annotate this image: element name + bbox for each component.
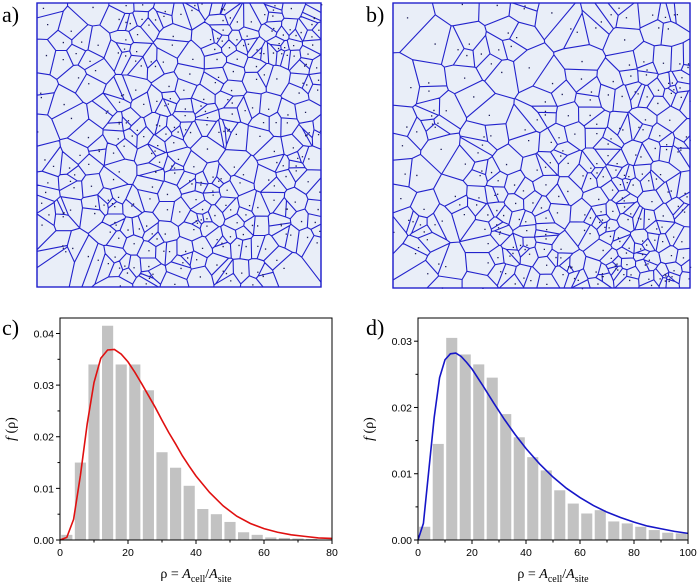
bar-d-17 bbox=[648, 530, 660, 540]
bar-d-19 bbox=[675, 533, 687, 540]
bar-c-17 bbox=[292, 538, 304, 540]
y-tick-label-d-1: 0.01 bbox=[392, 469, 413, 481]
histogram-chart-c: 0 20 40 60 80 0.00 0.01 0.02 0.03 0.04 ρ = Acell… bbox=[4, 317, 338, 585]
bar-c-5 bbox=[129, 364, 141, 540]
x-tick-label-d-4: 80 bbox=[628, 547, 640, 559]
x-tick-label-d-1: 20 bbox=[466, 547, 478, 559]
y-tick-label-c-4: 0.04 bbox=[34, 328, 55, 340]
y-ticks-d: 0.00 0.01 0.02 0.03 bbox=[392, 336, 418, 547]
bar-c-6 bbox=[142, 390, 154, 540]
x-ticks-c: 0 20 40 60 80 bbox=[57, 540, 338, 559]
x-tick-label-c-1: 20 bbox=[122, 547, 134, 559]
y-axis-label-d: f (ρ) bbox=[362, 417, 377, 441]
bar-c-12 bbox=[224, 521, 236, 540]
bar-d-0 bbox=[419, 526, 431, 540]
panel-label-b: b) bbox=[366, 2, 384, 27]
bar-c-16 bbox=[278, 537, 290, 540]
x-tick-label-c-2: 40 bbox=[190, 547, 202, 559]
bar-c-2 bbox=[88, 364, 100, 540]
x-axis-label-c: ρ = Acell/Asite bbox=[160, 567, 232, 585]
y-axis-label-c: f (ρ) bbox=[4, 417, 19, 441]
x-tick-label-d-5: 100 bbox=[679, 547, 697, 559]
y-tick-label-d-0: 0.00 bbox=[392, 535, 413, 547]
bar-series-c bbox=[61, 325, 331, 540]
x-axis-label-d: ρ = Acell/Asite bbox=[517, 567, 589, 585]
bar-d-1 bbox=[432, 443, 444, 540]
bar-d-2 bbox=[446, 337, 458, 540]
plot-frame-d bbox=[417, 317, 689, 541]
x-tick-label-d-2: 40 bbox=[520, 547, 532, 559]
fit-curve-c bbox=[59, 348, 333, 541]
bar-series-d bbox=[419, 337, 687, 540]
voronoi-tessellation-a-icon bbox=[36, 2, 323, 288]
bar-d-8 bbox=[527, 457, 539, 540]
x-tick-label-c-3: 60 bbox=[258, 547, 270, 559]
panel-label-d: d) bbox=[366, 315, 384, 340]
bar-c-4 bbox=[115, 364, 127, 540]
bar-d-12 bbox=[581, 513, 593, 540]
bar-c-10 bbox=[197, 509, 209, 540]
bar-d-15 bbox=[621, 523, 633, 540]
bar-d-5 bbox=[486, 377, 498, 540]
bar-d-7 bbox=[513, 437, 525, 540]
bar-c-1 bbox=[74, 462, 86, 540]
y-tick-label-d-2: 0.02 bbox=[392, 402, 413, 414]
x-ticks-d: 0 20 40 60 80 100 bbox=[415, 540, 697, 559]
y-tick-label-c-1: 0.01 bbox=[34, 483, 55, 495]
bar-c-7 bbox=[156, 452, 168, 540]
panel-label-a: a) bbox=[2, 2, 19, 27]
histogram-chart-d: 0 20 40 60 80 100 0.00 0.01 0.02 0.03 ρ = Acell/… bbox=[362, 317, 697, 585]
bar-c-9 bbox=[183, 485, 195, 540]
x-tick-label-d-3: 60 bbox=[574, 547, 586, 559]
bar-d-16 bbox=[635, 526, 647, 540]
voronoi-tessellation-b-icon bbox=[392, 2, 692, 290]
x-tick-label-c-0: 0 bbox=[57, 547, 63, 559]
bar-c-11 bbox=[210, 514, 222, 540]
panel-label-c: c) bbox=[2, 315, 19, 340]
y-tick-label-c-3: 0.03 bbox=[34, 380, 55, 392]
bar-d-13 bbox=[594, 510, 606, 540]
bar-d-9 bbox=[540, 470, 552, 540]
bar-c-3 bbox=[102, 325, 114, 540]
bar-d-10 bbox=[554, 490, 566, 540]
bar-d-6 bbox=[500, 414, 512, 540]
y-tick-label-c-0: 0.00 bbox=[34, 535, 55, 547]
bar-c-14 bbox=[251, 534, 263, 540]
bar-d-3 bbox=[459, 354, 471, 540]
bar-c-18 bbox=[306, 538, 318, 540]
y-tick-label-d-3: 0.03 bbox=[392, 336, 413, 348]
bar-c-8 bbox=[170, 467, 182, 540]
bar-d-11 bbox=[567, 503, 579, 540]
bar-d-18 bbox=[662, 532, 674, 540]
plot-frame-c bbox=[59, 317, 333, 541]
bar-d-14 bbox=[608, 521, 620, 540]
fit-curve-d bbox=[417, 352, 689, 541]
bar-d-4 bbox=[473, 364, 485, 540]
bar-c-15 bbox=[265, 537, 277, 540]
bar-c-13 bbox=[238, 532, 250, 540]
y-ticks-c: 0.00 0.01 0.02 0.03 0.04 bbox=[34, 328, 60, 547]
x-tick-label-c-4: 80 bbox=[326, 547, 338, 559]
y-tick-label-c-2: 0.02 bbox=[34, 432, 55, 444]
x-tick-label-d-0: 0 bbox=[415, 547, 421, 559]
